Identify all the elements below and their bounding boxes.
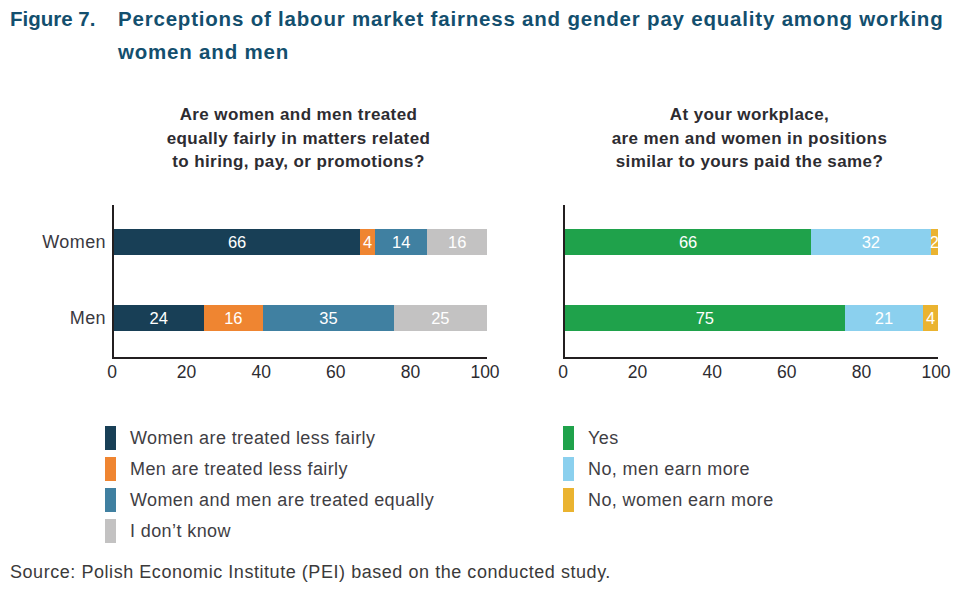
legend-label: Yes: [588, 428, 619, 449]
bar-segment: 14: [375, 229, 427, 255]
bar-segment: 2: [931, 229, 938, 255]
category-label-women: Women: [0, 229, 106, 255]
bar-segment: 24: [114, 305, 204, 331]
legend-item: Yes: [563, 426, 774, 450]
bar-segment: 66: [114, 229, 360, 255]
legend-marker: [105, 457, 116, 481]
bar-value-label: 75: [696, 309, 714, 328]
legend: Women are treated less fairly Men are tre…: [105, 426, 434, 543]
chart-title-line: similar to yours paid the same?: [563, 150, 936, 174]
chart-title-line: equally fairly in matters related: [112, 127, 485, 151]
x-tick-label: 60: [326, 362, 345, 383]
bar-row-men: 24 16 35 25: [114, 305, 487, 331]
chart-panel-right: At your workplace,are men and women in p…: [480, 0, 967, 595]
legend-label: Women are treated less fairly: [130, 428, 375, 449]
bar-value-label: 24: [150, 309, 168, 328]
bar-row-women: 66 32 2: [565, 229, 938, 255]
bar-segment: 16: [204, 305, 264, 331]
bar-segment: 25: [394, 305, 487, 331]
legend-marker: [563, 488, 574, 512]
legend-marker: [563, 426, 574, 450]
bar-value-label: 32: [862, 233, 880, 252]
bar-segment: 32: [811, 229, 930, 255]
x-tick-label: 100: [921, 362, 950, 383]
bar-value-label: 66: [228, 233, 246, 252]
chart-heading: Are women and men treatedequally fairly …: [112, 103, 485, 174]
chart-title-line: Are women and men treated: [112, 103, 485, 127]
legend-label: I don’t know: [130, 521, 231, 542]
x-tick-label: 80: [852, 362, 871, 383]
legend-item: No, women earn more: [563, 488, 774, 512]
chart-heading: At your workplace,are men and women in p…: [563, 103, 936, 174]
x-tick-label: 60: [777, 362, 796, 383]
bar-value-label: 2: [930, 233, 939, 252]
x-axis-ticks: 020406080100: [112, 362, 485, 382]
category-label-men: Men: [0, 305, 106, 331]
chart-panel-left: Are women and men treatedequally fairly …: [0, 0, 500, 595]
source-note: Source: Polish Economic Institute (PEI) …: [10, 562, 611, 583]
legend-marker: [563, 457, 574, 481]
legend-marker: [105, 426, 116, 450]
plot-area: 66 4 14 16 24 16 35 25: [112, 205, 487, 359]
bar-segment: 21: [845, 305, 923, 331]
bar-value-label: 21: [875, 309, 893, 328]
x-axis-ticks: 020406080100: [563, 362, 936, 382]
bar-value-label: 16: [448, 233, 466, 252]
legend: Yes No, men earn more No, women earn more: [563, 426, 774, 512]
bar-value-label: 16: [224, 309, 242, 328]
bar-segment: 16: [427, 229, 487, 255]
bar-row-women: 66 4 14 16: [114, 229, 487, 255]
legend-label: No, women earn more: [588, 490, 774, 511]
legend-label: Women and men are treated equally: [130, 490, 434, 511]
x-tick-label: 20: [177, 362, 196, 383]
legend-label: No, men earn more: [588, 459, 750, 480]
x-tick-label: 40: [702, 362, 721, 383]
chart-title-line: to hiring, pay, or promotions?: [112, 150, 485, 174]
legend-label: Men are treated less fairly: [130, 459, 348, 480]
bar-value-label: 35: [319, 309, 337, 328]
bar-value-label: 4: [363, 233, 372, 252]
x-tick-label: 20: [628, 362, 647, 383]
bar-value-label: 14: [392, 233, 410, 252]
legend-item: I don’t know: [105, 519, 434, 543]
legend-item: No, men earn more: [563, 457, 774, 481]
legend-item: Women and men are treated equally: [105, 488, 434, 512]
legend-item: Men are treated less fairly: [105, 457, 434, 481]
x-tick-label: 80: [401, 362, 420, 383]
plot-area: 66 32 2 75 21 4: [563, 205, 938, 359]
legend-item: Women are treated less fairly: [105, 426, 434, 450]
bar-segment: 4: [923, 305, 938, 331]
chart-title-line: are men and women in positions: [563, 127, 936, 151]
x-tick-label: 0: [107, 362, 117, 383]
bar-segment: 35: [263, 305, 394, 331]
bar-value-label: 4: [926, 309, 935, 328]
x-tick-label: 40: [251, 362, 270, 383]
bar-value-label: 25: [431, 309, 449, 328]
legend-marker: [105, 488, 116, 512]
bar-row-men: 75 21 4: [565, 305, 938, 331]
bar-segment: 66: [565, 229, 811, 255]
chart-title-line: At your workplace,: [563, 103, 936, 127]
bar-value-label: 66: [679, 233, 697, 252]
x-tick-label: 0: [558, 362, 568, 383]
legend-marker: [105, 519, 116, 543]
bar-segment: 75: [565, 305, 845, 331]
bar-segment: 4: [360, 229, 375, 255]
